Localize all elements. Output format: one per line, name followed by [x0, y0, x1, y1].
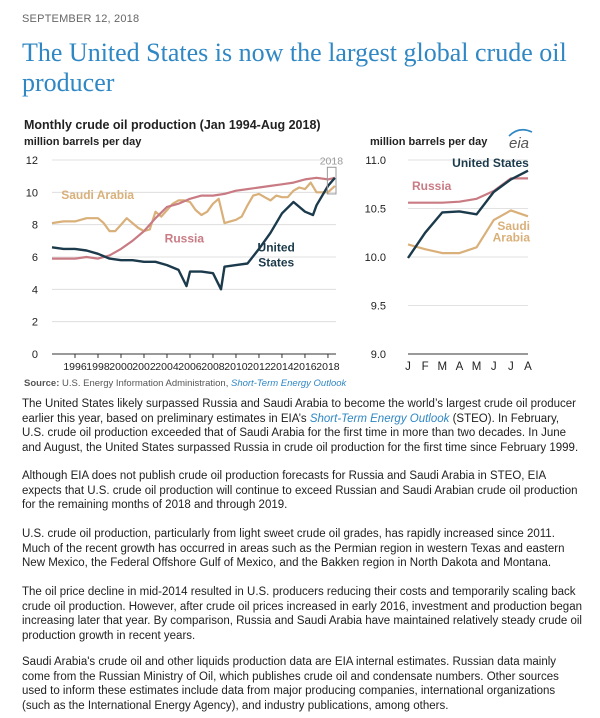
left-ytick-label: 4	[32, 284, 38, 296]
left-ytick-label: 12	[26, 155, 38, 167]
left-chart-grid	[52, 159, 336, 355]
right-chart-grid	[408, 159, 528, 355]
left-chart-annotation: 2018	[320, 155, 344, 195]
right-chart: million barrels per day eia 9.0 9.5 10.0 10…	[365, 128, 533, 373]
right-ytick-label: 10.5	[365, 204, 386, 216]
left-xtick-label: 1998	[86, 361, 110, 373]
left-chart: Monthly crude oil production (Jan 1994-A…	[24, 118, 343, 373]
right-chart-lines	[407, 169, 529, 259]
right-xtick-label: M	[437, 361, 447, 373]
highlight-box-2018	[326, 166, 337, 195]
steo-link[interactable]: Short-Term Energy Outlook	[309, 412, 450, 425]
right-chart-ylabel: million barrels per day	[370, 136, 488, 148]
left-ytick-label: 10	[26, 187, 38, 199]
left-chart-lines	[51, 176, 336, 291]
right-label-saudi-line2: Arabia	[493, 230, 531, 244]
left-series-line-saudi-arabia	[51, 181, 336, 233]
right-ytick-label: 9.5	[371, 301, 386, 313]
annotation-2018: 2018	[320, 155, 344, 167]
label-united-states-line1: United	[258, 240, 295, 254]
left-chart-ylabel: million barrels per day	[24, 136, 142, 148]
right-series-line-united-states	[407, 169, 529, 259]
right-xtick-label: F	[422, 361, 429, 373]
left-chart-labels: Saudi Arabia Russia United States	[61, 188, 295, 270]
right-ytick-label: 10.0	[365, 252, 386, 264]
left-xtick-label: 1996	[63, 361, 87, 373]
right-xtick-label: A	[456, 361, 464, 373]
source-label: Source:	[24, 378, 60, 389]
label-united-states-line2: States	[258, 256, 294, 270]
left-ytick-label: 8	[32, 220, 38, 232]
left-ytick-label: 0	[32, 349, 38, 361]
right-xtick-label: A	[524, 361, 532, 373]
left-xtick-label: 2000	[109, 361, 133, 373]
paragraph-1-text-a: The United States likely surpassed Russi…	[22, 398, 577, 425]
left-xtick-label: 2012	[247, 361, 271, 373]
left-series-line-russia	[52, 176, 336, 260]
right-label-russia: Russia	[412, 179, 452, 193]
article-date: SEPTEMBER 12, 2018	[22, 13, 140, 25]
right-series-line-saudi-arabia	[407, 209, 529, 255]
right-ytick-label: 11.0	[365, 155, 386, 167]
eia-logo: eia	[508, 128, 533, 152]
source-link-steo[interactable]: Short-Term Energy Outlook	[230, 378, 347, 389]
label-saudi-arabia: Saudi Arabia	[61, 188, 134, 202]
paragraph-1-text-b: (STEO). In February, U.S. crude oil prod…	[22, 412, 579, 454]
label-russia: Russia	[165, 231, 205, 245]
chart-figure: Monthly crude oil production (Jan 1994-A…	[22, 112, 578, 392]
eia-logo-text: eia	[509, 135, 529, 152]
left-chart-yticks: 0 2 4 6 8 10 12	[26, 155, 38, 361]
right-label-saudi-line1: Saudi	[497, 219, 530, 233]
right-chart-yticks: 9.0 9.5 10.0 10.5 11.0	[365, 155, 386, 361]
right-label-united-states: United States	[452, 156, 529, 170]
left-chart-title: Monthly crude oil production (Jan 1994-A…	[24, 118, 321, 132]
left-series-line-united-states	[51, 177, 336, 291]
paragraph-1: The United States likely surpassed Russi…	[22, 397, 582, 455]
left-xtick-label: 2004	[155, 361, 179, 373]
paragraph-5: Saudi Arabia's crude oil and other liqui…	[22, 656, 559, 712]
left-xtick-label: 2014	[270, 361, 294, 373]
left-ytick-label: 2	[32, 317, 38, 329]
left-ytick-label: 6	[32, 252, 38, 264]
right-xtick-label: J	[491, 361, 497, 373]
paragraph-3: U.S. crude oil production, particularly …	[22, 528, 565, 570]
eia-logo-arc	[508, 128, 533, 137]
right-xtick-label: J	[405, 361, 411, 373]
right-ytick-label: 9.0	[371, 349, 386, 361]
page-title: The United States is now the largest glo…	[22, 38, 567, 97]
left-xtick-label: 2006	[178, 361, 202, 373]
chart-source: Source: U.S. Energy Information Administ…	[24, 378, 346, 389]
left-xtick-label: 2002	[132, 361, 156, 373]
source-text: U.S. Energy Information Administration,	[62, 378, 229, 389]
left-xtick-label: 2016	[293, 361, 317, 373]
chart-svg: Monthly crude oil production (Jan 1994-A…	[24, 118, 533, 373]
right-xtick-label: M	[472, 361, 482, 373]
left-xtick-label: 2018	[316, 361, 340, 373]
right-xtick-label: J	[508, 361, 514, 373]
left-xtick-label: 2010	[224, 361, 248, 373]
left-xtick-label: 2008	[201, 361, 225, 373]
paragraph-4: The oil price decline in mid-2014 result…	[22, 586, 582, 642]
paragraph-2: Although EIA does not publish crude oil …	[22, 470, 578, 512]
left-chart-xticks: 1996 1998 2000 2002 2004 2006 2008 2010 2012 2014…	[63, 354, 340, 373]
